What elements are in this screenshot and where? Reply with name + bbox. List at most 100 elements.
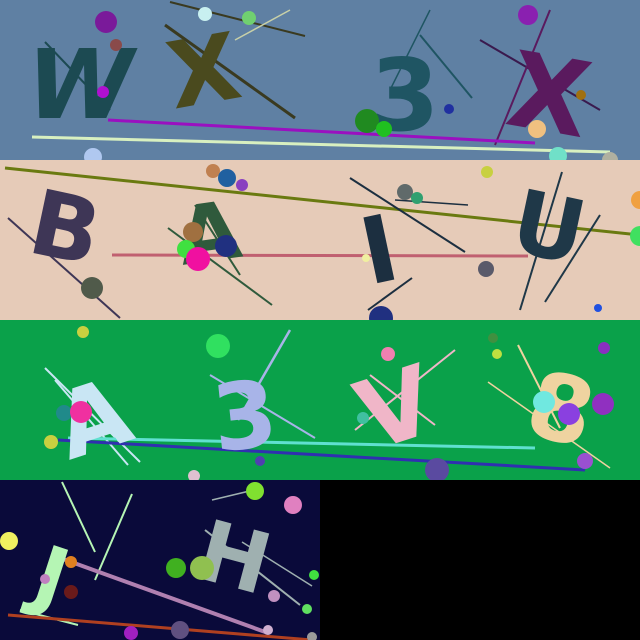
noise-dot [576,90,586,100]
noise-dot [84,148,102,160]
letter-strip-1: W X 3 X [0,0,640,160]
noise-dot [215,235,237,257]
noise-dot [64,585,78,599]
noise-line [519,171,563,311]
letter-strip-3: A 3 V 8 [0,320,640,480]
noise-dot [44,435,58,449]
noise-dot [198,7,212,21]
noise-line [107,118,536,145]
strip-4-canvas: J H [0,480,320,640]
noise-line [51,553,269,635]
noise-dot [362,254,370,262]
noise-dot [478,261,494,277]
noise-dot [56,405,72,421]
noise-line [487,381,611,469]
noise-line [94,493,133,581]
noise-line [517,344,561,429]
noise-dot [533,391,555,413]
noise-dot [70,401,92,423]
noise-line [369,374,436,426]
noise-dot [369,306,393,320]
noise-line [44,367,141,463]
noise-dot [481,166,493,178]
noise-dot [598,342,610,354]
noise-line [54,379,129,466]
noise-dot [190,556,214,580]
noise-dot [218,169,236,187]
noise-dot [40,574,50,584]
noise-line [241,541,313,587]
noise-line [419,34,473,99]
strip-3-canvas: A 3 V 8 [0,320,640,480]
noise-dot [558,403,580,425]
strip-4-background [0,480,320,640]
noise-line [209,374,316,439]
noise-dot [577,453,593,469]
noise-line [349,177,466,253]
noise-dot [95,11,117,33]
noise-dot [255,456,265,466]
noise-dot [246,482,264,500]
noise-line [164,23,296,120]
noise-dot [65,556,77,568]
noise-dot [444,104,454,114]
noise-line [57,438,586,472]
strip-1-canvas: W X 3 X [0,0,640,160]
noise-dot [376,121,392,137]
glyph-w: W [15,29,145,141]
noise-line [67,436,536,450]
noise-dot [397,184,413,200]
noise-line [44,41,111,111]
noise-dot [268,590,280,602]
noise-dot [171,621,189,639]
noise-line [354,349,456,431]
noise-dot [0,532,18,550]
glyph-3: 3 [370,37,440,154]
noise-dot [188,470,200,480]
strip-2-background [0,160,640,320]
noise-dot [488,333,498,343]
noise-line [494,9,551,146]
noise-dot [124,626,138,640]
noise-line [544,214,601,303]
noise-dot [309,570,319,580]
noise-line [169,1,306,37]
noise-dot [186,247,210,271]
noise-dot [602,152,618,160]
noise-dot [549,147,567,160]
noise-dot [631,191,640,209]
glyph-3-2: 3 [207,360,282,473]
noise-dot [236,179,248,191]
noise-dot [518,5,538,25]
noise-line [204,529,301,606]
noise-dot [302,604,312,614]
noise-line [234,9,291,41]
noise-dot [425,458,449,480]
noise-dot [206,334,230,358]
empty-area [320,480,640,640]
noise-dot [411,192,423,204]
noise-line [236,329,292,421]
noise-dot [381,347,395,361]
letter-strip-2: B A I U [0,160,640,320]
noise-dot [284,496,302,514]
noise-dot [242,11,256,25]
noise-dot [183,222,203,242]
noise-dot [528,120,546,138]
noise-line [394,199,469,206]
noise-dot [166,558,186,578]
noise-dot [110,39,122,51]
noise-line [61,481,96,553]
noise-dot [357,412,369,424]
noise-dot [206,164,220,178]
noise-line [7,217,121,319]
noise-dot [592,393,614,415]
noise-dot [355,109,379,133]
noise-dot [97,86,109,98]
letter-strip-4: J H [0,480,320,640]
noise-line [111,253,529,258]
strip-2-canvas: B A I U [0,160,640,320]
noise-dot [81,277,103,299]
noise-line [389,9,431,91]
noise-dot [307,632,317,640]
